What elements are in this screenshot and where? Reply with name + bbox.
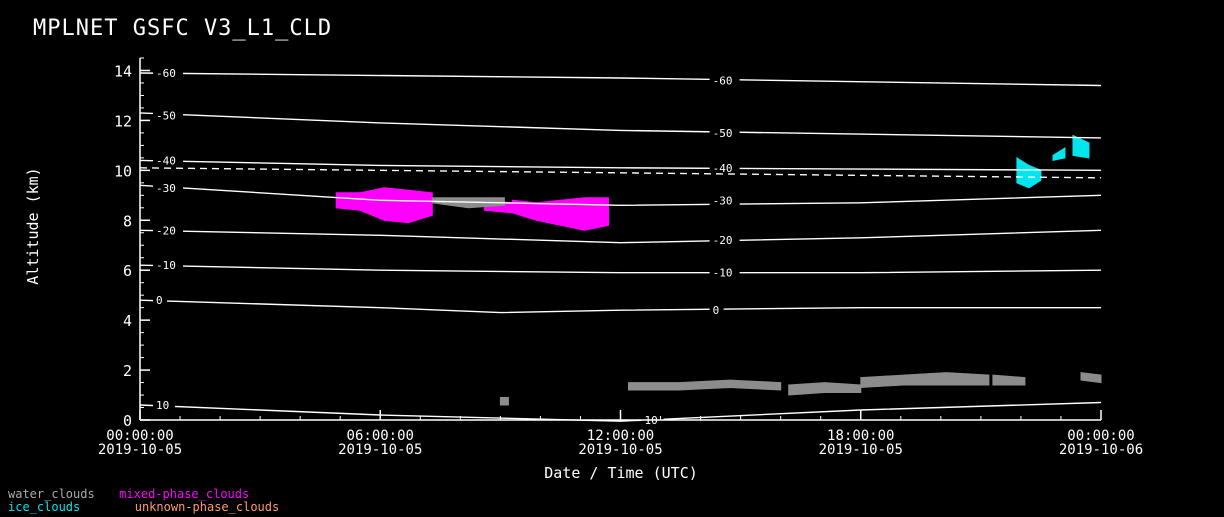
y-tick-label-4: 4 — [123, 312, 132, 330]
x-axis-label: Date / Time (UTC) — [544, 464, 698, 482]
isotherm-neg20-label-0: -20 — [156, 224, 176, 237]
ice-clouds-segment-1 — [1052, 146, 1066, 162]
legend-unknown-phase-clouds: unknown-phase_clouds — [134, 500, 280, 514]
y-tick-label-0: 0 — [123, 412, 132, 430]
y-tick-label-8: 8 — [123, 212, 132, 230]
axes-layer: 0246810121400:00:002019-10-0506:00:00201… — [98, 57, 1143, 458]
isotherm-neg20-label-bg-0 — [153, 223, 184, 237]
mixed-phase-clouds-segment-0 — [335, 187, 433, 224]
isotherm-neg40-label-0: -40 — [156, 154, 176, 167]
isotherm-neg60-label-bg-1 — [709, 73, 740, 87]
isotherm-0-line — [139, 299, 1101, 314]
x-tick-date-1: 2019-10-05 — [338, 442, 422, 458]
ice-clouds-segment-2 — [1072, 134, 1090, 159]
x-tick-date-2: 2019-10-05 — [578, 442, 662, 458]
isotherm-0-label-0: 0 — [156, 294, 163, 307]
isotherm-neg50-label-0: -50 — [156, 109, 176, 122]
isotherm-neg30-label-0: -30 — [156, 182, 176, 195]
isotherm-neg40-line — [139, 159, 1102, 171]
isotherm-neg10-label-bg-1 — [709, 265, 740, 279]
legend-ice-clouds: ice_clouds — [8, 500, 81, 514]
isotherm-layer: -60 -60 -50 -50 -40 -40 -30 -30 -20 -20 -10 -10 0 0 10… — [139, 65, 1102, 427]
y-tick-label-2: 2 — [123, 362, 132, 380]
isotherm-neg40-label-bg-1 — [709, 160, 740, 174]
isotherm-neg50-label-1: -50 — [713, 127, 733, 140]
water-clouds-segment-3 — [860, 372, 990, 389]
x-tick-time-0: 00:00:00 — [106, 428, 173, 444]
legend-mixed-phase-clouds: mixed-phase_clouds — [119, 487, 250, 501]
x-tick-date-3: 2019-10-05 — [819, 442, 903, 458]
chart-title: MPLNET GSFC V3_L1_CLD — [33, 16, 333, 41]
x-tick-time-3: 18:00:00 — [827, 428, 894, 444]
isotherm-10-label-0: 10 — [156, 399, 169, 412]
y-tick-label-10: 10 — [114, 162, 132, 180]
isotherm-neg60-label-0: -60 — [156, 67, 176, 80]
isotherm-0-label-1: 0 — [713, 304, 720, 317]
water-clouds-segment-2 — [788, 382, 862, 396]
water-clouds-segment-1 — [628, 379, 782, 391]
isotherm-neg50-label-bg-1 — [709, 125, 740, 139]
isotherm-10-line — [139, 401, 1102, 422]
isotherm-neg10-label-bg-0 — [153, 258, 184, 272]
isotherm-neg40-label-1: -40 — [713, 162, 733, 175]
water-clouds-segment-5 — [1080, 372, 1102, 384]
x-tick-time-4: 00:00:00 — [1067, 428, 1134, 444]
isotherm-neg60-line — [139, 72, 1102, 87]
isotherm-neg20-label-1: -20 — [713, 234, 733, 247]
isotherm-neg30-line — [139, 184, 1102, 207]
water-clouds-segment-4 — [992, 374, 1026, 386]
legend-row-1: water_clouds mixed-phase_clouds — [8, 488, 249, 501]
x-tick-date-0: 2019-10-05 — [98, 442, 182, 458]
isotherm-neg10-line — [139, 264, 1102, 274]
x-tick-date-4: 2019-10-06 — [1059, 442, 1143, 458]
isotherm-0-label-bg-0 — [153, 293, 168, 307]
isotherm-10-label-bg-0 — [153, 398, 176, 412]
legend-water-clouds: water_clouds — [8, 487, 95, 501]
isotherm-neg30-label-bg-0 — [153, 180, 184, 194]
mixed-phase-clouds-segment-1 — [511, 197, 609, 231]
isotherm-neg50-label-bg-0 — [153, 108, 184, 122]
y-tick-label-14: 14 — [114, 62, 132, 80]
legend-row-2: ice_clouds unknown-phase_clouds — [8, 501, 279, 514]
cloud-layer — [335, 134, 1102, 406]
isotherm-neg20-line — [139, 229, 1102, 244]
tropopause-line — [139, 167, 1102, 179]
y-tick-label-12: 12 — [114, 112, 132, 130]
isotherm-neg30-label-bg-1 — [709, 193, 740, 207]
x-tick-time-1: 06:00:00 — [347, 428, 414, 444]
isotherm-neg50-line — [139, 112, 1102, 139]
y-tick-label-6: 6 — [123, 262, 132, 280]
isotherm-neg20-label-bg-1 — [709, 233, 740, 247]
x-tick-time-2: 12:00:00 — [587, 428, 654, 444]
y-axis-label: Altitude (km) — [24, 167, 42, 284]
isotherm-0-label-bg-1 — [709, 303, 724, 317]
ice-clouds-segment-0 — [1016, 156, 1042, 189]
isotherm-neg30-label-1: -30 — [713, 194, 733, 207]
isotherm-neg10-label-0: -10 — [156, 259, 176, 272]
isotherm-neg10-label-1: -10 — [713, 267, 733, 280]
isotherm-neg60-label-bg-0 — [153, 65, 184, 79]
isotherm-neg40-label-bg-0 — [153, 153, 184, 167]
isotherm-neg60-label-1: -60 — [713, 74, 733, 87]
water-clouds-segment-6 — [499, 397, 509, 406]
